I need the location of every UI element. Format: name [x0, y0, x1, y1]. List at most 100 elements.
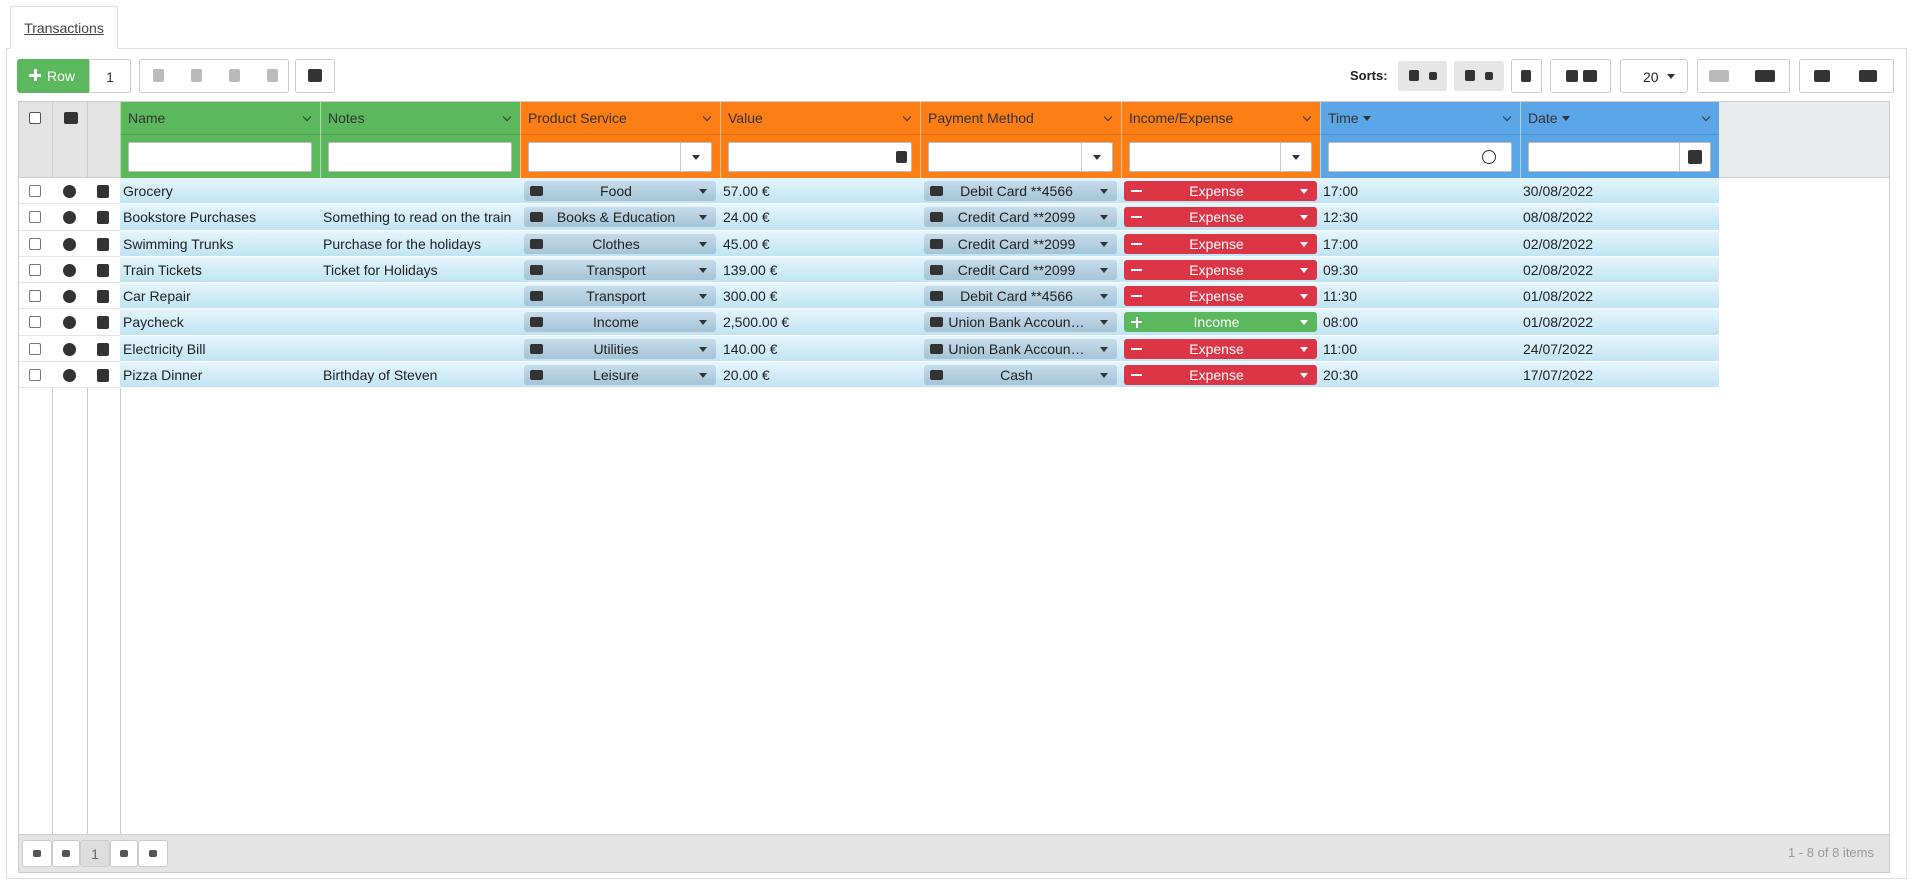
row-settings[interactable]	[63, 211, 76, 225]
icon	[530, 291, 543, 301]
filter-input[interactable]	[928, 142, 1113, 172]
add-row-label: Row	[47, 68, 76, 84]
row-settings[interactable]	[63, 316, 76, 330]
row-settings[interactable]	[63, 263, 76, 277]
select-pill[interactable]	[924, 338, 1117, 359]
caret	[1100, 267, 1108, 273]
icon	[530, 186, 543, 196]
filter-button[interactable]	[295, 59, 335, 93]
icon	[97, 211, 109, 225]
filter-input[interactable]	[728, 142, 912, 172]
row-checkbox[interactable]	[29, 342, 41, 355]
column-header-bar	[120, 134, 320, 135]
caret	[1300, 320, 1308, 326]
filter-input[interactable]	[1328, 142, 1512, 172]
select-value: Union Bank Accoun…	[948, 340, 1085, 357]
column-title[interactable]: Product Service	[528, 110, 627, 126]
row-checkbox[interactable]	[29, 211, 41, 224]
row-checkbox[interactable]	[29, 185, 41, 197]
type-pill[interactable]	[1124, 312, 1317, 333]
tab[interactable]: Transactions	[10, 6, 118, 49]
select-pill[interactable]	[924, 207, 1117, 228]
select-pill[interactable]	[524, 233, 716, 254]
type-pill[interactable]	[1124, 364, 1317, 385]
search-button[interactable]	[1550, 59, 1611, 93]
select-value: Transport	[586, 288, 646, 304]
cell-text	[323, 178, 517, 204]
select-value: Utilities	[593, 340, 639, 357]
column-title[interactable]: Date	[1528, 110, 1558, 126]
row-checkbox[interactable]	[29, 263, 41, 276]
select-pill[interactable]	[524, 364, 716, 385]
icon	[930, 238, 943, 249]
row-checkbox[interactable]	[29, 368, 41, 381]
filter-input[interactable]	[1129, 142, 1312, 172]
pager-page[interactable]: 1	[80, 840, 110, 867]
cell-text: 140.00 €	[723, 340, 778, 357]
filter-input[interactable]	[528, 142, 712, 172]
row-settings[interactable]	[63, 237, 76, 251]
sort-chip[interactable]	[1398, 61, 1447, 91]
caret	[1100, 372, 1108, 378]
column-title[interactable]: Income/Expense	[1129, 110, 1234, 126]
select-pill[interactable]	[924, 312, 1117, 333]
row-settings[interactable]	[63, 185, 76, 198]
type-pill[interactable]	[1124, 286, 1317, 306]
column-title[interactable]: Name	[128, 110, 166, 126]
page-size[interactable]: 20	[1620, 59, 1688, 93]
select-pill[interactable]	[924, 181, 1117, 201]
select-all[interactable]	[29, 112, 41, 124]
type-pill[interactable]	[1124, 259, 1317, 280]
row-settings[interactable]	[63, 368, 76, 382]
row-checkbox[interactable]	[29, 290, 41, 302]
tab-bar-line	[6, 48, 1907, 49]
cell-text: 57.00 €	[723, 183, 770, 199]
caret	[1100, 320, 1108, 326]
row-settings[interactable]	[63, 290, 76, 303]
icon	[97, 342, 109, 356]
type-pill[interactable]	[1124, 338, 1317, 359]
caret	[1300, 241, 1308, 247]
sort-chip[interactable]	[1454, 61, 1504, 91]
divider	[87, 102, 88, 834]
filter-input[interactable]	[1528, 142, 1711, 172]
select-value: Food	[600, 183, 632, 199]
icon	[530, 238, 543, 249]
select-pill[interactable]	[924, 286, 1117, 306]
column-title[interactable]: Notes	[328, 110, 365, 126]
column-title[interactable]: Payment Method	[928, 110, 1034, 126]
row-checkbox[interactable]	[29, 316, 41, 329]
row-settings[interactable]	[63, 342, 76, 356]
pager-button[interactable]	[52, 840, 80, 867]
icon	[930, 264, 943, 275]
icon	[97, 316, 109, 330]
row-checkbox[interactable]	[29, 237, 41, 250]
footer	[19, 834, 1889, 872]
cell-text: 09:30	[1323, 261, 1359, 278]
type-pill[interactable]	[1124, 181, 1317, 201]
select-pill[interactable]	[924, 233, 1117, 254]
select-pill[interactable]	[524, 312, 716, 333]
pager-button[interactable]	[138, 840, 168, 867]
divider	[1081, 143, 1082, 171]
select-pill[interactable]	[924, 364, 1117, 385]
column-title[interactable]: Time	[1328, 110, 1359, 126]
select-pill[interactable]	[524, 286, 716, 306]
filter-input[interactable]	[128, 142, 312, 172]
column-title[interactable]: Value	[728, 110, 763, 126]
type-pill[interactable]	[1124, 207, 1317, 228]
select-pill[interactable]	[524, 259, 716, 280]
icon	[930, 369, 943, 380]
column-header-bar	[920, 134, 1121, 135]
filter-input[interactable]	[328, 142, 512, 172]
cell-text	[323, 336, 517, 362]
sign	[1131, 373, 1142, 376]
cell-text: Train Tickets	[123, 261, 202, 278]
row-count[interactable]: 1	[89, 59, 131, 93]
select-pill[interactable]	[924, 259, 1117, 280]
select-pill[interactable]	[524, 181, 716, 201]
select-value: Credit Card **2099	[957, 261, 1076, 278]
select-pill[interactable]	[524, 207, 716, 228]
type-pill[interactable]	[1124, 233, 1317, 254]
select-pill[interactable]	[524, 338, 716, 359]
